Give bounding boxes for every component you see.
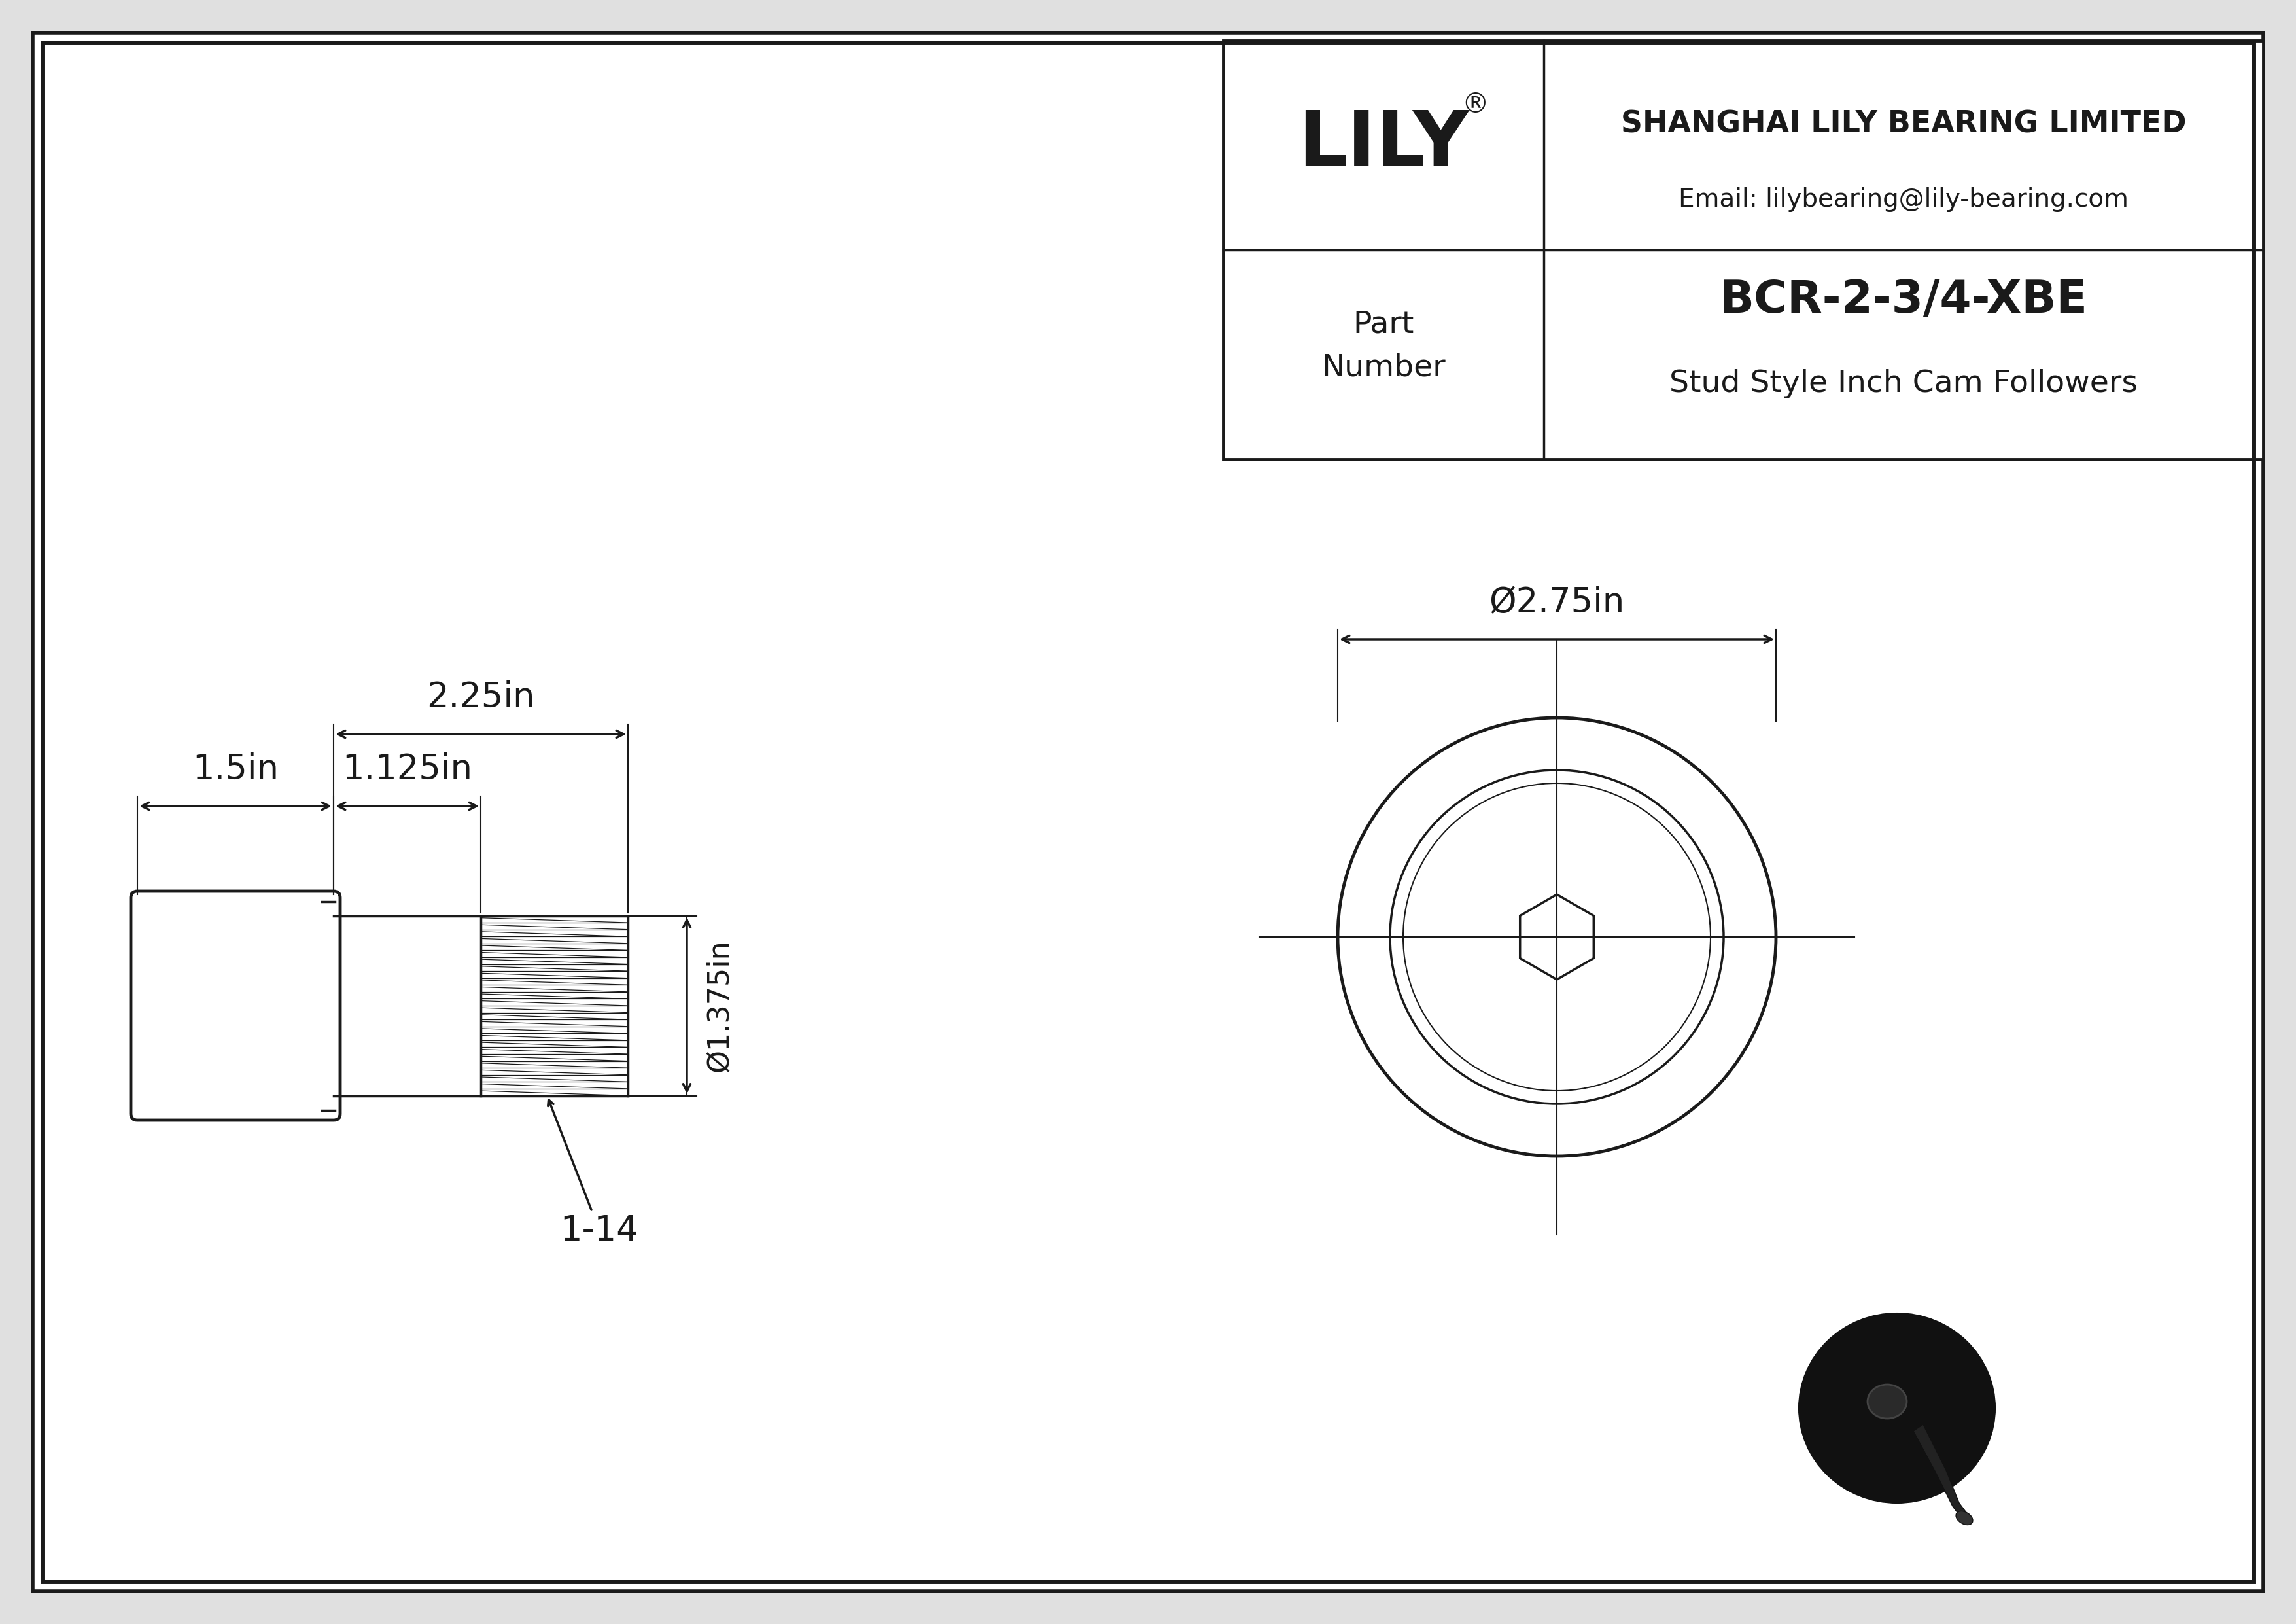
Ellipse shape [1867,1385,1906,1418]
Text: Stud Style Inch Cam Followers: Stud Style Inch Cam Followers [1669,369,2138,398]
Circle shape [1389,770,1724,1104]
Text: 2.25in: 2.25in [427,680,535,715]
Circle shape [1339,718,1777,1156]
Ellipse shape [1798,1314,1995,1502]
Text: LILY: LILY [1297,107,1469,184]
Text: 1.5in: 1.5in [193,752,278,786]
Text: Ø2.75in: Ø2.75in [1490,586,1626,620]
Text: Part
Number: Part Number [1322,310,1446,383]
Text: 1.125in: 1.125in [342,752,473,786]
Text: BCR-2-3/4-XBE: BCR-2-3/4-XBE [1720,278,2087,322]
Ellipse shape [1956,1512,1972,1525]
FancyBboxPatch shape [32,32,2264,1592]
Text: 1-14: 1-14 [549,1099,638,1247]
Bar [1224,41,2264,460]
Circle shape [1403,783,1711,1091]
Text: Email: lilybearing@lily-bearing.com: Email: lilybearing@lily-bearing.com [1678,187,2128,213]
FancyBboxPatch shape [131,892,340,1121]
Text: ®: ® [1463,91,1488,119]
Text: Ø1.375in: Ø1.375in [705,939,732,1072]
Text: SHANGHAI LILY BEARING LIMITED: SHANGHAI LILY BEARING LIMITED [1621,109,2186,140]
Polygon shape [1520,895,1593,979]
Polygon shape [1913,1424,1970,1520]
